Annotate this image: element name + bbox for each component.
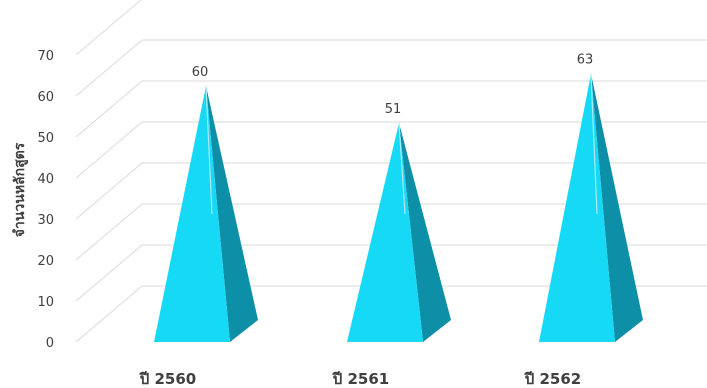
data-label: 51 bbox=[385, 102, 402, 117]
y-tick-label: 0 bbox=[46, 336, 54, 351]
category-label: ปี 2560 bbox=[139, 370, 196, 388]
pyramid-front-face bbox=[347, 122, 423, 343]
gridline-side-50 bbox=[75, 80, 143, 138]
pyramid-highlight bbox=[205, 85, 213, 215]
pyramid-bar bbox=[539, 73, 643, 342]
pyramid-side-face bbox=[591, 73, 643, 342]
gridline-side-0 bbox=[75, 285, 143, 343]
y-tick-label: 20 bbox=[37, 254, 54, 269]
gridline-side-40 bbox=[75, 121, 143, 179]
data-label: 63 bbox=[577, 53, 594, 68]
data-label: 60 bbox=[192, 65, 209, 80]
gridline-side-20 bbox=[75, 203, 143, 261]
y-tick-label: 60 bbox=[37, 90, 54, 105]
y-axis-ticks: 0 10 20 30 40 50 60 70 bbox=[37, 49, 54, 351]
pyramid-bar bbox=[154, 85, 258, 342]
pyramid-highlight bbox=[398, 122, 406, 215]
pyramid-side-face bbox=[206, 86, 258, 342]
y-axis-label: จำนวนหลักสูตร bbox=[12, 142, 28, 237]
gridline-side-10 bbox=[75, 244, 143, 302]
pyramid-side-face bbox=[399, 122, 451, 343]
y-tick-label: 30 bbox=[37, 213, 54, 228]
pyramid-front-face bbox=[154, 86, 230, 342]
gridline-side-30 bbox=[75, 162, 143, 220]
category-label: ปี 2561 bbox=[332, 370, 389, 388]
category-labels: ปี 2560 ปี 2561 ปี 2562 bbox=[139, 370, 581, 388]
gridline-side-60 bbox=[75, 39, 143, 97]
gridlines bbox=[75, 0, 707, 343]
data-labels: 60 51 63 bbox=[192, 53, 594, 117]
pyramid-highlight bbox=[590, 73, 598, 215]
y-tick-label: 40 bbox=[37, 172, 54, 187]
pyramid-bars bbox=[154, 73, 643, 343]
y-tick-label: 70 bbox=[37, 49, 54, 64]
pyramid-front-face bbox=[539, 73, 615, 342]
y-tick-label: 10 bbox=[37, 295, 54, 310]
y-tick-label: 50 bbox=[37, 131, 54, 146]
gridline-side-70 bbox=[75, 0, 142, 56]
pyramid-bar bbox=[347, 122, 451, 343]
category-label: ปี 2562 bbox=[524, 370, 581, 388]
